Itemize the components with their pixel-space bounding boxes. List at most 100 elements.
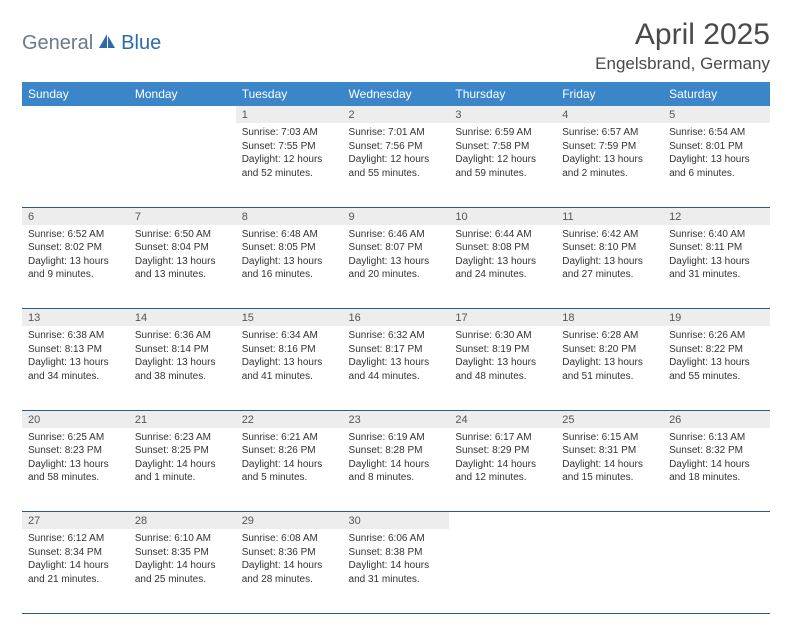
sunset-line: Sunset: 8:02 PM xyxy=(28,241,123,255)
daylight-line: Daylight: 13 hours and 31 minutes. xyxy=(669,255,764,282)
day-number-cell: 14 xyxy=(129,309,236,327)
sunset-line: Sunset: 8:01 PM xyxy=(669,140,764,154)
daylight-line: Daylight: 13 hours and 44 minutes. xyxy=(349,356,444,383)
day-content-cell: Sunrise: 6:13 AMSunset: 8:32 PMDaylight:… xyxy=(663,428,770,512)
day-content-cell: Sunrise: 6:06 AMSunset: 8:38 PMDaylight:… xyxy=(343,529,450,613)
sunrise-line: Sunrise: 6:36 AM xyxy=(135,329,230,343)
header: General Blue April 2025 Engelsbrand, Ger… xyxy=(22,18,770,74)
day-content-cell: Sunrise: 6:42 AMSunset: 8:10 PMDaylight:… xyxy=(556,225,663,309)
sunset-line: Sunset: 8:08 PM xyxy=(455,241,550,255)
daylight-line: Daylight: 14 hours and 21 minutes. xyxy=(28,559,123,586)
daylight-line: Daylight: 13 hours and 51 minutes. xyxy=(562,356,657,383)
day-content-cell: Sunrise: 6:32 AMSunset: 8:17 PMDaylight:… xyxy=(343,326,450,410)
sunset-line: Sunset: 7:55 PM xyxy=(242,140,337,154)
day-number-cell: 11 xyxy=(556,207,663,225)
daynum-row: 12345 xyxy=(22,106,770,123)
day-content-cell: Sunrise: 6:50 AMSunset: 8:04 PMDaylight:… xyxy=(129,225,236,309)
day-number-cell: 16 xyxy=(343,309,450,327)
col-wednesday: Wednesday xyxy=(343,82,450,106)
sunrise-line: Sunrise: 6:40 AM xyxy=(669,228,764,242)
sunrise-line: Sunrise: 6:30 AM xyxy=(455,329,550,343)
sunrise-line: Sunrise: 6:59 AM xyxy=(455,126,550,140)
day-content-cell: Sunrise: 6:21 AMSunset: 8:26 PMDaylight:… xyxy=(236,428,343,512)
sunrise-line: Sunrise: 6:42 AM xyxy=(562,228,657,242)
sunset-line: Sunset: 8:29 PM xyxy=(455,444,550,458)
daylight-line: Daylight: 14 hours and 5 minutes. xyxy=(242,458,337,485)
sunrise-line: Sunrise: 7:03 AM xyxy=(242,126,337,140)
day-number-cell: 24 xyxy=(449,410,556,428)
daylight-line: Daylight: 13 hours and 2 minutes. xyxy=(562,153,657,180)
day-number-cell: 26 xyxy=(663,410,770,428)
sunrise-line: Sunrise: 6:15 AM xyxy=(562,431,657,445)
day-number-cell: 9 xyxy=(343,207,450,225)
day-content-cell: Sunrise: 6:10 AMSunset: 8:35 PMDaylight:… xyxy=(129,529,236,613)
daylight-line: Daylight: 13 hours and 20 minutes. xyxy=(349,255,444,282)
day-number-cell: 12 xyxy=(663,207,770,225)
day-content-row: Sunrise: 6:25 AMSunset: 8:23 PMDaylight:… xyxy=(22,428,770,512)
day-number-cell: 10 xyxy=(449,207,556,225)
daylight-line: Daylight: 13 hours and 48 minutes. xyxy=(455,356,550,383)
day-content-cell: Sunrise: 6:23 AMSunset: 8:25 PMDaylight:… xyxy=(129,428,236,512)
day-content-cell: Sunrise: 6:54 AMSunset: 8:01 PMDaylight:… xyxy=(663,123,770,207)
day-number-cell: 5 xyxy=(663,106,770,123)
calendar-table: Sunday Monday Tuesday Wednesday Thursday… xyxy=(22,82,770,614)
weekday-header-row: Sunday Monday Tuesday Wednesday Thursday… xyxy=(22,82,770,106)
day-content-cell: Sunrise: 6:28 AMSunset: 8:20 PMDaylight:… xyxy=(556,326,663,410)
logo-text-blue: Blue xyxy=(121,32,161,55)
day-content-cell xyxy=(129,123,236,207)
sunrise-line: Sunrise: 6:06 AM xyxy=(349,532,444,546)
col-thursday: Thursday xyxy=(449,82,556,106)
day-number-cell: 18 xyxy=(556,309,663,327)
day-content-cell: Sunrise: 6:15 AMSunset: 8:31 PMDaylight:… xyxy=(556,428,663,512)
sunrise-line: Sunrise: 6:28 AM xyxy=(562,329,657,343)
daynum-row: 13141516171819 xyxy=(22,309,770,327)
col-friday: Friday xyxy=(556,82,663,106)
day-content-cell xyxy=(22,123,129,207)
logo-sail-icon xyxy=(97,32,117,55)
day-number-cell: 6 xyxy=(22,207,129,225)
day-number-cell xyxy=(22,106,129,123)
daylight-line: Daylight: 12 hours and 59 minutes. xyxy=(455,153,550,180)
day-number-cell: 22 xyxy=(236,410,343,428)
daylight-line: Daylight: 13 hours and 55 minutes. xyxy=(669,356,764,383)
day-number-cell: 27 xyxy=(22,512,129,530)
sunset-line: Sunset: 8:31 PM xyxy=(562,444,657,458)
sunset-line: Sunset: 8:13 PM xyxy=(28,343,123,357)
day-content-cell: Sunrise: 6:36 AMSunset: 8:14 PMDaylight:… xyxy=(129,326,236,410)
day-content-row: Sunrise: 6:12 AMSunset: 8:34 PMDaylight:… xyxy=(22,529,770,613)
day-content-cell: Sunrise: 6:48 AMSunset: 8:05 PMDaylight:… xyxy=(236,225,343,309)
day-number-cell xyxy=(129,106,236,123)
day-number-cell: 8 xyxy=(236,207,343,225)
daylight-line: Daylight: 13 hours and 9 minutes. xyxy=(28,255,123,282)
sunset-line: Sunset: 8:17 PM xyxy=(349,343,444,357)
day-content-cell: Sunrise: 6:12 AMSunset: 8:34 PMDaylight:… xyxy=(22,529,129,613)
daylight-line: Daylight: 13 hours and 58 minutes. xyxy=(28,458,123,485)
col-monday: Monday xyxy=(129,82,236,106)
sunset-line: Sunset: 8:16 PM xyxy=(242,343,337,357)
daylight-line: Daylight: 14 hours and 25 minutes. xyxy=(135,559,230,586)
sunrise-line: Sunrise: 6:46 AM xyxy=(349,228,444,242)
day-number-cell: 17 xyxy=(449,309,556,327)
sunset-line: Sunset: 7:58 PM xyxy=(455,140,550,154)
sunrise-line: Sunrise: 6:52 AM xyxy=(28,228,123,242)
day-content-cell: Sunrise: 6:59 AMSunset: 7:58 PMDaylight:… xyxy=(449,123,556,207)
sunset-line: Sunset: 8:11 PM xyxy=(669,241,764,255)
daynum-row: 27282930 xyxy=(22,512,770,530)
col-saturday: Saturday xyxy=(663,82,770,106)
day-content-cell: Sunrise: 6:30 AMSunset: 8:19 PMDaylight:… xyxy=(449,326,556,410)
daylight-line: Daylight: 13 hours and 24 minutes. xyxy=(455,255,550,282)
daylight-line: Daylight: 14 hours and 31 minutes. xyxy=(349,559,444,586)
day-number-cell xyxy=(663,512,770,530)
day-content-cell: Sunrise: 6:46 AMSunset: 8:07 PMDaylight:… xyxy=(343,225,450,309)
daylight-line: Daylight: 13 hours and 16 minutes. xyxy=(242,255,337,282)
day-content-cell: Sunrise: 7:03 AMSunset: 7:55 PMDaylight:… xyxy=(236,123,343,207)
sunset-line: Sunset: 7:59 PM xyxy=(562,140,657,154)
sunset-line: Sunset: 8:35 PM xyxy=(135,546,230,560)
day-content-cell: Sunrise: 6:25 AMSunset: 8:23 PMDaylight:… xyxy=(22,428,129,512)
sunrise-line: Sunrise: 6:25 AM xyxy=(28,431,123,445)
day-number-cell: 21 xyxy=(129,410,236,428)
title-block: April 2025 Engelsbrand, Germany xyxy=(595,18,770,74)
location-subtitle: Engelsbrand, Germany xyxy=(595,54,770,74)
day-number-cell: 2 xyxy=(343,106,450,123)
sunset-line: Sunset: 8:32 PM xyxy=(669,444,764,458)
